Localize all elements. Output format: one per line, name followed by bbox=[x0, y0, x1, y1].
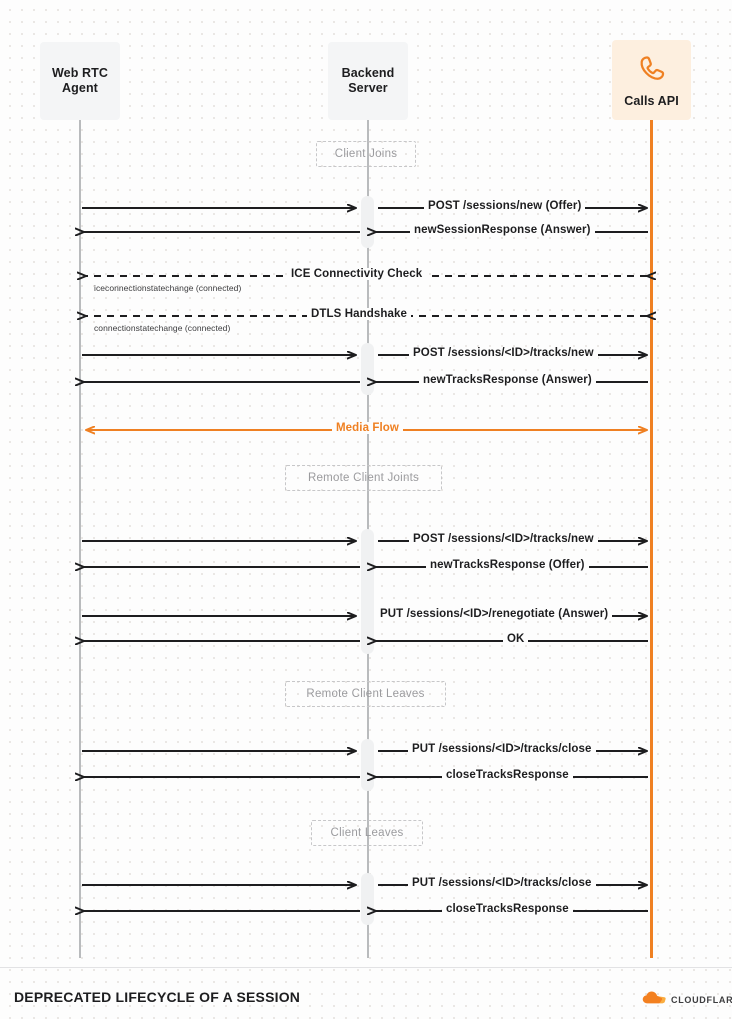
message-label: ICE Connectivity Check bbox=[287, 268, 427, 280]
message-row: newSessionResponse (Answer) bbox=[0, 224, 732, 250]
lifeline-webrtc bbox=[79, 120, 81, 958]
message-label: PUT /sessions/<ID>/tracks/close bbox=[408, 877, 596, 889]
brand-name: CLOUDFLARE bbox=[671, 995, 732, 1005]
message-label: newTracksResponse (Answer) bbox=[419, 374, 596, 386]
message-label: DTLS Handshake bbox=[307, 308, 411, 320]
message-row: OK bbox=[0, 633, 732, 659]
message-row: newTracksResponse (Offer) bbox=[0, 559, 732, 585]
message-row: DTLS Handshake connectionstatechange (co… bbox=[0, 308, 732, 334]
section-client-joins: Client Joins bbox=[316, 141, 416, 167]
participant-calls-api[interactable]: Calls API bbox=[612, 40, 691, 120]
participant-backend-server[interactable]: Backend Server bbox=[328, 42, 408, 120]
message-label: closeTracksResponse bbox=[442, 769, 573, 781]
message-row: POST /sessions/<ID>/tracks/new bbox=[0, 533, 732, 559]
message-row: closeTracksResponse bbox=[0, 769, 732, 795]
message-label: Media Flow bbox=[332, 422, 403, 434]
message-label: newTracksResponse (Offer) bbox=[426, 559, 589, 571]
message-row: POST /sessions/<ID>/tracks/new bbox=[0, 347, 732, 373]
section-remote-client-joins: Remote Client Joints bbox=[285, 465, 442, 491]
section-remote-client-leaves: Remote Client Leaves bbox=[285, 681, 446, 707]
participant-label: Calls API bbox=[624, 93, 679, 108]
participant-webrtc-agent[interactable]: Web RTC Agent bbox=[40, 42, 120, 120]
section-label: Remote Client Leaves bbox=[306, 688, 425, 700]
message-label: closeTracksResponse bbox=[442, 903, 573, 915]
message-note: iceconnectionstatechange (connected) bbox=[94, 283, 242, 293]
section-client-leaves: Client Leaves bbox=[311, 820, 423, 846]
message-label: newSessionResponse (Answer) bbox=[410, 224, 595, 236]
participant-label: Backend Server bbox=[341, 66, 395, 95]
message-label: POST /sessions/<ID>/tracks/new bbox=[409, 347, 598, 359]
message-label: PUT /sessions/<ID>/tracks/close bbox=[408, 743, 596, 755]
message-row: PUT /sessions/<ID>/tracks/close bbox=[0, 877, 732, 903]
message-label: POST /sessions/<ID>/tracks/new bbox=[409, 533, 598, 545]
participant-label: Web RTC Agent bbox=[51, 66, 109, 95]
message-note: connectionstatechange (connected) bbox=[94, 323, 231, 333]
section-label: Remote Client Joints bbox=[307, 472, 420, 484]
message-row: closeTracksResponse bbox=[0, 903, 732, 929]
cloudflare-logo: CLOUDFLARE bbox=[642, 991, 732, 1009]
message-label: PUT /sessions/<ID>/renegotiate (Answer) bbox=[376, 608, 613, 620]
message-row: newTracksResponse (Answer) bbox=[0, 374, 732, 400]
message-row: Media Flow bbox=[0, 422, 732, 448]
section-label: Client Leaves bbox=[330, 827, 404, 839]
message-row: ICE Connectivity Check iceconnectionstat… bbox=[0, 268, 732, 294]
section-label: Client Joins bbox=[334, 148, 398, 160]
footer-divider bbox=[0, 967, 732, 968]
message-label: POST /sessions/new (Offer) bbox=[424, 200, 586, 212]
phone-icon bbox=[635, 52, 669, 90]
activation-bar bbox=[361, 529, 374, 654]
lifeline-calls bbox=[650, 120, 653, 958]
message-label: OK bbox=[503, 633, 529, 645]
cloud-icon bbox=[642, 991, 666, 1009]
message-row: PUT /sessions/<ID>/renegotiate (Answer) bbox=[0, 608, 732, 634]
message-row: PUT /sessions/<ID>/tracks/close bbox=[0, 743, 732, 769]
page-title: DEPRECATED LIFECYCLE OF A SESSION bbox=[14, 989, 301, 1005]
message-row: POST /sessions/new (Offer) bbox=[0, 200, 732, 226]
